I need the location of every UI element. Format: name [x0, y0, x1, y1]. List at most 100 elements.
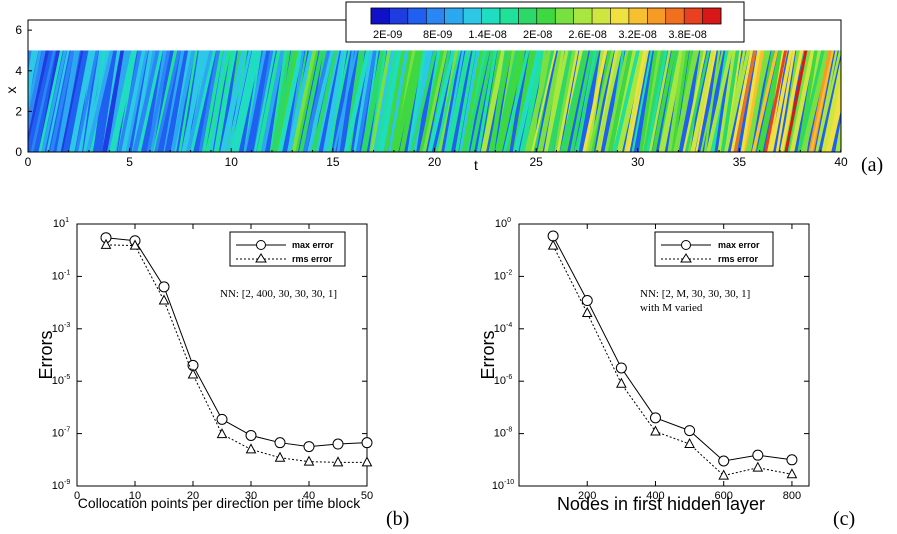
heatmap-streak — [671, 50, 690, 152]
x-tick-label-a: 40 — [834, 155, 848, 169]
data-point-max-b — [332, 438, 344, 450]
heatmap-streak — [59, 50, 80, 152]
heatmap-streak — [446, 50, 472, 152]
panel-b: 0 10 20 30 40 50 101 10-1 10-3 10-5 10-7 10-9 max e… — [36, 217, 409, 530]
heatmap-streak — [60, 50, 84, 152]
heatmap-hot-streak — [784, 50, 808, 152]
legend-marker-max-b — [256, 240, 266, 250]
heatmap-streak — [273, 50, 296, 152]
heatmap-streak — [360, 50, 386, 152]
heatmap-streak — [132, 50, 161, 152]
y-tick-label-c: 10-8 — [494, 427, 513, 440]
heatmap-streak — [658, 50, 685, 152]
series-line-rms-b — [105, 244, 367, 463]
heatmap-streak — [724, 50, 751, 152]
heatmap-streak — [855, 50, 879, 152]
data-point-rms-b — [274, 451, 286, 462]
heatmap-streak — [327, 50, 351, 152]
heatmap-streak — [840, 149, 841, 152]
heatmap-streak — [226, 50, 252, 152]
heatmap-streak — [616, 50, 646, 152]
data-point-rms-c — [718, 469, 730, 480]
heatmap-streak — [846, 50, 866, 152]
heatmap-streak — [756, 50, 785, 152]
heatmap-streak — [399, 50, 425, 152]
heatmap-streak — [476, 50, 498, 152]
heatmap-streak — [101, 50, 126, 152]
heatmap-streak — [131, 50, 154, 152]
y-tick-label-a: 4 — [15, 64, 22, 78]
heatmap-streak — [730, 50, 754, 152]
heatmap-streak — [684, 50, 711, 152]
colorbar-swatch — [647, 8, 667, 24]
colorbar-swatch — [499, 8, 519, 24]
heatmap-streak — [243, 50, 267, 152]
heatmap-streak — [700, 50, 724, 152]
heatmap-streak — [369, 50, 387, 152]
y-tick-label-b: 10-3 — [52, 322, 71, 335]
axis-title-x-c: Nodes in first hidden layer — [557, 494, 765, 514]
heatmap-streak — [524, 50, 553, 152]
x-tick-label-b: 0 — [74, 490, 80, 502]
x-tick-label-b: 50 — [361, 490, 373, 502]
heatmap-streak — [46, 50, 70, 152]
data-point-rms-b — [332, 456, 344, 467]
heatmap-streak — [800, 50, 830, 152]
heatmap-streak — [751, 50, 779, 152]
data-point-rms-b — [361, 456, 373, 467]
data-point-max-b — [245, 429, 257, 441]
heatmap-streak — [775, 50, 796, 152]
heatmap-streak — [740, 50, 762, 152]
heatmap-streak — [286, 50, 314, 152]
heatmap-streak — [849, 50, 872, 152]
plot-frame-c — [518, 223, 810, 487]
data-point-max-c — [786, 454, 798, 466]
axes-b: 0 10 20 30 40 50 101 10-1 10-3 10-5 10-7 10-9 — [52, 217, 373, 502]
colorbar-swatch — [573, 8, 593, 24]
data-point-rms-c — [786, 468, 798, 479]
data-point-max-c — [684, 425, 696, 437]
colorbar-swatch — [426, 8, 445, 24]
data-point-max-c — [752, 449, 764, 461]
annotation-c-line-2: with M varied — [640, 302, 703, 314]
heatmap-streak — [427, 50, 456, 152]
heatmap-streak — [797, 50, 819, 152]
x-tick-label-c: 800 — [783, 490, 801, 502]
data-point-rms-b — [187, 368, 199, 379]
heatmap-streak — [419, 50, 446, 152]
heatmap-streak — [667, 50, 687, 152]
axis-title-y-c: Errors — [478, 331, 498, 380]
heatmap-streak — [651, 50, 676, 152]
heatmap-streak — [537, 50, 564, 152]
heatmap-streak — [332, 50, 358, 152]
heatmap-streak — [74, 50, 99, 152]
data-point-max-c — [615, 362, 627, 374]
heatmap-streak — [246, 50, 272, 152]
data-point-rms-c — [616, 377, 627, 388]
heatmap-streak — [260, 50, 285, 152]
heatmap-streak — [66, 50, 88, 152]
heatmap-streak — [531, 50, 557, 152]
heatmap-streak — [409, 50, 437, 152]
heatmap-streak — [673, 50, 700, 152]
heatmap-streak — [69, 50, 94, 152]
y-tick-label-b: 10-1 — [52, 269, 71, 282]
heatmap-field — [28, 50, 879, 152]
heatmap-streak — [298, 50, 324, 152]
colorbar-label: 3.2E-08 — [618, 29, 657, 41]
heatmap-streak — [146, 50, 171, 152]
y-tick-label-c: 10-10 — [492, 479, 514, 492]
colorbar-label: 2E-09 — [373, 29, 402, 41]
heatmap-streak — [682, 50, 707, 152]
colorbar-outline — [370, 7, 722, 25]
colorbar-swatch — [481, 8, 501, 24]
heatmap-streak — [724, 50, 746, 152]
heatmap-streak — [85, 50, 114, 152]
heatmap-streak — [117, 50, 137, 152]
heatmap-streak — [470, 50, 495, 152]
heatmap-streak — [295, 50, 319, 152]
heatmap-streak — [690, 50, 716, 152]
heatmap-streak — [815, 50, 838, 152]
y-tick-label-a: 6 — [15, 23, 22, 37]
panel-label-c: (c) — [833, 508, 855, 530]
